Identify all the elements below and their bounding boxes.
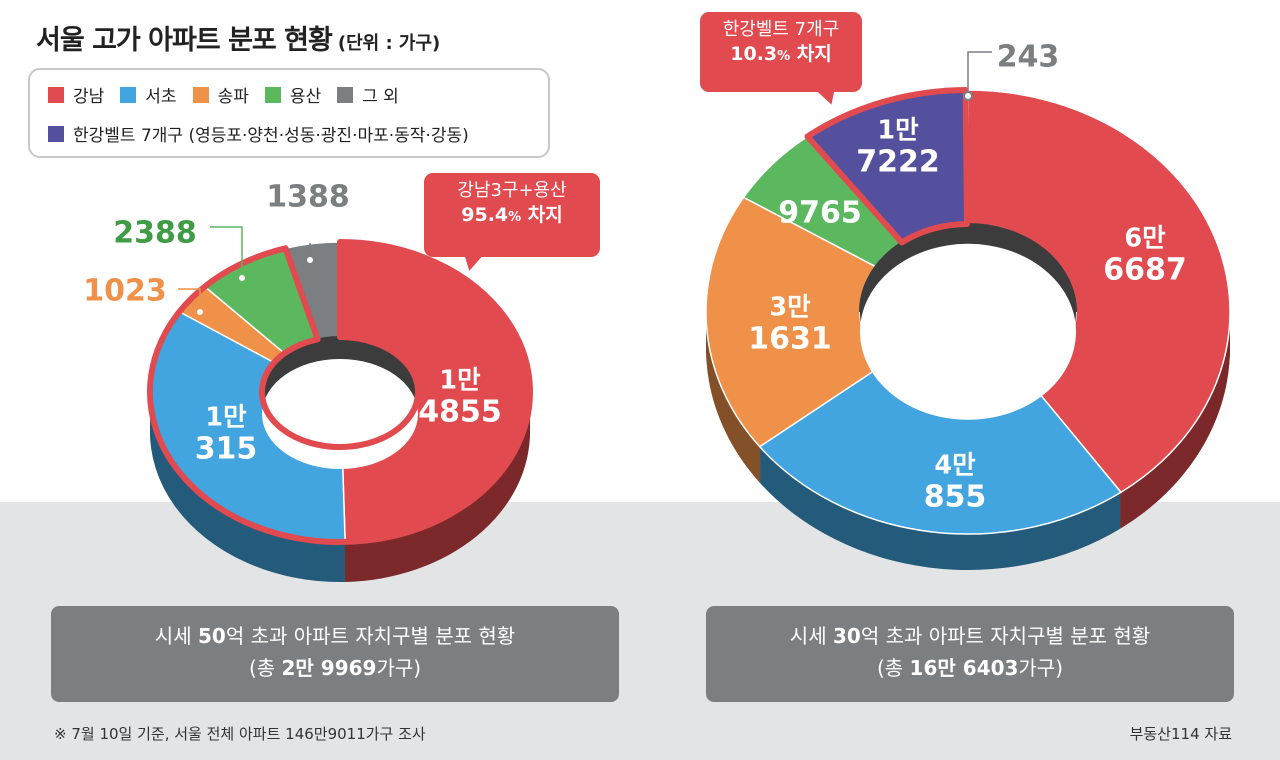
leader-line [210,226,243,278]
legend-item: 그 외 [337,82,399,107]
legend-swatch [120,86,137,103]
caption-text: 억 초과 아파트 자치구별 분포 현황 [225,624,516,648]
leader-dot [963,91,973,101]
chart2-caption-title: 시세 30억 초과 아파트 자치구별 분포 현황 [706,620,1234,652]
source-credit: 부동산114 자료 [1129,725,1232,743]
legend-item: 서초 [120,82,177,107]
caption-bold: 30 [832,624,861,648]
callout-chart1: 강남3구+용산 95.4% 차지 [424,173,600,257]
leader-line [967,51,992,96]
chart1-caption: 시세 50억 초과 아파트 자치구별 분포 현황 (총 2만 9969가구) [51,606,619,702]
callout-suffix: 차지 [521,204,563,226]
total-text: (총 [248,656,282,680]
callout-pct: 10.3 [730,43,778,65]
value-label-man: 1만 [205,403,247,433]
highlight-outline [147,239,533,545]
caption-bold: 50 [197,624,226,648]
legend-item: 송파 [192,82,249,107]
callout-tail [460,253,482,273]
callout-chart2: 한강벨트 7개구 10.3% 차지 [700,12,862,92]
legend-label: 송파 [217,87,249,107]
legend-row: 강남 서초 송파 용산 그 외 [48,82,415,107]
caption-text: 억 초과 아파트 자치구별 분포 현황 [860,624,1151,648]
leader-dot [195,307,205,317]
value-label: 1388 [266,180,350,215]
value-label: 9765 [778,196,862,231]
legend-swatch [337,86,354,103]
value-label: 4855 [418,395,502,430]
legend-label: 한강벨트 7개구 (영등포·양천·성동·광진·마포·동작·강동) [73,126,469,146]
leader-line [178,288,201,312]
value-label-man: 3만 [769,293,811,323]
value-label: 2388 [113,216,197,251]
value-label: 243 [997,40,1060,75]
total-bold: 2만 9969 [281,656,377,680]
callout-line1: 한강벨트 7개구 [722,19,840,40]
caption-text: 시세 [154,624,198,648]
value-label: 855 [924,480,987,515]
chart1-caption-total: (총 2만 9969가구) [51,652,619,684]
value-label: 315 [195,432,258,467]
legend-swatch [48,86,64,103]
leader-dot [305,255,315,265]
callout-suffix: 차지 [790,43,832,65]
value-label: 7222 [856,145,940,180]
footnote: ※ 7월 10일 기준, 서울 전체 아파트 146만9011가구 조사 [54,725,426,743]
highlight-outline [804,87,971,246]
value-label: 6687 [1103,253,1187,288]
total-bold: 16만 6403 [909,656,1019,680]
value-label-man: 6만 [1124,224,1166,254]
title-unit: (단위 : 가구) [337,33,441,54]
legend-swatch [48,125,64,142]
legend-row: 한강벨트 7개구 (영등포·양천·성동·광진·마포·동작·강동) [48,121,485,146]
chart1-caption-title: 시세 50억 초과 아파트 자치구별 분포 현황 [51,620,619,652]
value-label-man: 4만 [934,451,976,481]
legend-label: 서초 [145,87,177,107]
total-text: (총 [876,656,910,680]
leader-dot [237,273,247,283]
chart2-caption: 시세 30억 초과 아파트 자치구별 분포 현황 (총 16만 6403가구) [706,606,1234,702]
callout-line1: 강남3구+용산 [457,180,567,201]
legend-item: 강남 [48,82,104,107]
legend-label: 그 외 [362,87,399,107]
legend-label: 용산 [289,87,322,107]
legend-label: 강남 [73,87,105,107]
value-label-man: 1만 [439,366,481,396]
page-title: 서울 고가 아파트 분포 현황 (단위 : 가구) [36,18,440,57]
total-text: 가구) [376,656,422,680]
callout-pct-unit: % [777,49,791,64]
legend-item: 용산 [264,82,322,107]
value-label-man: 1만 [877,116,919,146]
legend: 강남 서초 송파 용산 그 외 한강벨트 7개구 (영등포·양천·성동·광진·마포·동작… [28,68,550,158]
legend-swatch [264,86,281,103]
donut-hole [262,359,418,469]
legend-item-hangang: 한강벨트 7개구 (영등포·양천·성동·광진·마포·동작·강동) [48,121,469,146]
value-label: 1631 [748,322,832,357]
total-text: 가구) [1018,656,1064,680]
legend-swatch [192,86,209,103]
value-label: 1023 [83,274,167,309]
caption-text: 시세 [789,624,833,648]
chart2-caption-total: (총 16만 6403가구) [706,652,1234,684]
donut-hole [860,243,1076,420]
title-text: 서울 고가 아파트 분포 현황 [36,25,333,56]
callout-pct-unit: % [508,210,522,225]
callout-pct: 95.4 [461,204,509,226]
